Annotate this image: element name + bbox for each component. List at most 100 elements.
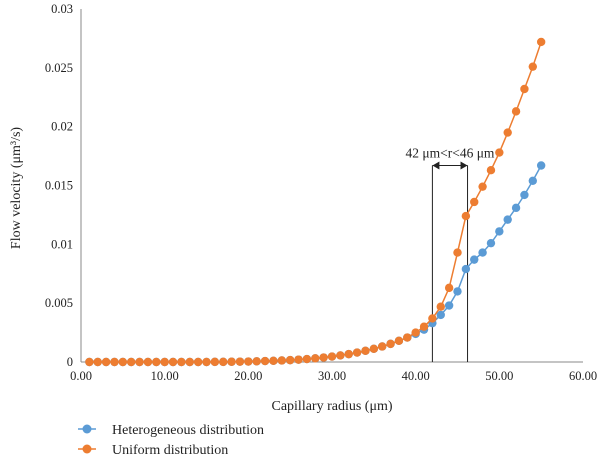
data-point-uniform [227, 357, 236, 366]
data-point-uniform [143, 357, 153, 367]
data-point-uniform [378, 342, 387, 351]
data-point-uniform [193, 357, 203, 367]
data-point-uniform [436, 302, 445, 311]
data-point-uniform [110, 357, 119, 367]
data-point-uniform [210, 357, 220, 367]
data-point-uniform [486, 166, 496, 175]
data-point-uniform [135, 357, 144, 367]
data-point-heterogeneous [436, 310, 445, 320]
annotation-label: 42 μm<r<46 μm [405, 145, 494, 160]
x-tick-label: 0.00 [70, 369, 92, 383]
tick-labels: 0.00 10.00 20.00 30.00 40.00 50.00 60.00 0 0.005… [45, 2, 597, 383]
series-heterogeneous [85, 161, 546, 367]
data-point-uniform [361, 346, 370, 356]
data-point-uniform [177, 357, 186, 367]
annotation-arrowhead-right [460, 161, 468, 170]
data-point-heterogeneous [528, 176, 537, 185]
data-point-uniform [152, 357, 161, 367]
data-point-uniform [302, 354, 312, 364]
range-annotation: 42 μm<r<46 μm [405, 145, 495, 362]
x-tick-label: 10.00 [151, 369, 179, 383]
x-tick-label: 20.00 [234, 369, 262, 383]
data-point-uniform [101, 357, 111, 367]
data-point-uniform [252, 357, 261, 366]
data-point-uniform [327, 352, 337, 361]
legend-swatch-marker [82, 424, 92, 434]
data-point-uniform [285, 355, 295, 365]
data-point-uniform [495, 148, 504, 157]
x-tick-label: 50.00 [485, 369, 513, 383]
data-point-heterogeneous [486, 238, 496, 248]
data-point-uniform [202, 357, 211, 367]
data-point-uniform [311, 354, 320, 363]
data-point-uniform [294, 355, 303, 364]
legend-label-heterogeneous: Heterogeneous distribution [112, 423, 264, 438]
axes [80, 9, 583, 363]
data-point-uniform [511, 107, 521, 116]
series-group [85, 37, 546, 367]
data-point-uniform [235, 357, 245, 366]
y-tick-label: 0.005 [45, 296, 73, 310]
legend-item-uniform: Uniform distribution [78, 443, 228, 458]
data-point-uniform [319, 353, 328, 362]
data-point-uniform [277, 356, 286, 365]
data-point-uniform [344, 349, 353, 359]
data-point-uniform [168, 357, 178, 367]
legend-item-heterogeneous: Heterogeneous distribution [78, 423, 264, 438]
data-point-heterogeneous [444, 301, 454, 310]
data-point-uniform [520, 84, 529, 94]
data-point-uniform [336, 351, 345, 360]
data-point-uniform [244, 357, 253, 366]
x-tick-label: 40.00 [402, 369, 430, 383]
data-point-heterogeneous [478, 248, 487, 257]
y-tick-label: 0 [67, 355, 73, 369]
data-point-uniform [160, 357, 169, 367]
legend: Heterogeneous distribution Uniform distr… [78, 423, 264, 458]
data-point-uniform [470, 197, 479, 207]
y-tick-label: 0.015 [45, 179, 73, 193]
legend-swatch-marker [82, 444, 92, 454]
data-point-uniform [461, 211, 471, 221]
data-point-uniform [419, 322, 429, 331]
data-point-uniform [260, 356, 270, 366]
y-axis-label: Flow velocity (μm³/s) [9, 127, 24, 249]
data-point-uniform [403, 333, 412, 342]
y-tick-label: 0.02 [51, 120, 73, 134]
data-point-uniform [394, 336, 404, 346]
series-uniform [85, 37, 546, 367]
data-point-heterogeneous [503, 215, 512, 224]
data-point-heterogeneous [461, 264, 471, 274]
x-axis-label: Capillary radius (μm) [271, 399, 392, 414]
data-point-uniform [127, 357, 136, 367]
data-point-uniform [118, 357, 128, 367]
data-point-uniform [386, 339, 395, 349]
y-tick-label: 0.01 [51, 237, 73, 251]
data-point-uniform [478, 182, 487, 191]
x-tick-label: 60.00 [569, 369, 597, 383]
data-point-uniform [369, 344, 379, 354]
annotation-arrowhead-left [432, 161, 440, 170]
data-point-heterogeneous [536, 161, 546, 170]
data-point-uniform [428, 314, 437, 323]
data-point-heterogeneous [470, 255, 479, 264]
x-tick-label: 30.00 [318, 369, 346, 383]
data-point-heterogeneous [511, 203, 521, 213]
data-point-uniform [352, 348, 362, 357]
data-point-uniform [185, 357, 194, 367]
data-point-uniform [536, 37, 546, 47]
data-point-uniform [219, 357, 228, 367]
data-point-uniform [85, 357, 94, 367]
data-point-heterogeneous [520, 190, 529, 200]
data-point-heterogeneous [495, 227, 504, 236]
data-point-uniform [453, 248, 462, 257]
legend-label-uniform: Uniform distribution [112, 443, 228, 458]
y-tick-label: 0.025 [45, 61, 73, 75]
data-point-uniform [528, 62, 537, 71]
data-point-uniform [444, 283, 454, 293]
data-point-heterogeneous [453, 287, 462, 296]
y-tick-label: 0.03 [51, 2, 73, 16]
data-point-uniform [503, 128, 512, 137]
data-point-uniform [93, 357, 102, 367]
data-point-uniform [269, 356, 278, 366]
